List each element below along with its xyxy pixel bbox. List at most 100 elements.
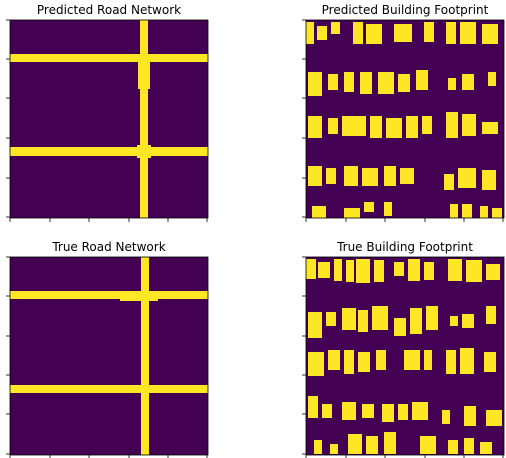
building — [394, 262, 404, 276]
road-segment — [141, 257, 149, 455]
building — [460, 22, 476, 44]
panel-title: Predicted Road Network — [37, 3, 181, 17]
building — [404, 350, 420, 370]
image-background — [10, 257, 208, 455]
ticks — [302, 256, 504, 458]
building — [384, 166, 396, 186]
building — [482, 24, 498, 44]
building — [386, 118, 402, 138]
building — [446, 112, 458, 138]
building — [330, 444, 338, 454]
building — [342, 402, 356, 420]
building — [318, 262, 330, 278]
building — [384, 202, 392, 216]
building — [348, 434, 362, 454]
building — [394, 24, 412, 42]
ticks — [6, 19, 208, 222]
road-segment — [140, 20, 148, 218]
panel-predicted-road: Predicted Road Network — [6, 3, 209, 222]
building — [464, 406, 476, 426]
building — [362, 404, 374, 418]
building — [366, 436, 378, 454]
building — [446, 22, 456, 44]
building — [394, 318, 406, 336]
panel-predicted-buildings: Predicted Building Footprint — [302, 3, 505, 222]
building — [450, 316, 458, 326]
building — [480, 206, 488, 218]
building — [308, 312, 322, 338]
building — [328, 350, 340, 370]
building — [364, 202, 374, 212]
building — [480, 442, 492, 454]
building — [424, 262, 434, 280]
building — [328, 74, 338, 90]
building — [448, 78, 456, 90]
ticks — [302, 19, 504, 222]
building — [353, 22, 363, 44]
building — [446, 350, 456, 374]
building — [408, 259, 420, 281]
road-segment — [10, 385, 208, 393]
building — [358, 352, 370, 372]
building — [328, 118, 338, 134]
building — [322, 404, 332, 418]
buildings-image — [306, 20, 504, 218]
road-segment — [10, 291, 208, 299]
building — [358, 310, 368, 332]
building — [308, 352, 324, 376]
building — [331, 22, 340, 34]
building — [344, 72, 354, 92]
building — [426, 306, 438, 330]
building — [486, 306, 496, 324]
panel-true-buildings: True Building Footprint — [302, 240, 505, 458]
building — [342, 116, 366, 136]
building — [308, 72, 322, 96]
building — [342, 308, 356, 330]
building — [460, 348, 474, 374]
building — [326, 312, 336, 326]
building — [462, 114, 476, 136]
axes-frame — [305, 256, 505, 456]
building — [486, 410, 502, 426]
building — [488, 72, 496, 86]
building — [362, 168, 378, 186]
building — [312, 206, 326, 218]
building — [384, 432, 396, 454]
building — [398, 404, 408, 420]
building — [462, 74, 474, 90]
building — [360, 72, 372, 94]
building — [344, 350, 354, 374]
building — [398, 74, 410, 92]
building — [462, 314, 474, 328]
building — [464, 438, 474, 454]
building — [422, 116, 432, 134]
road-segment — [120, 297, 158, 301]
building — [370, 116, 382, 138]
building — [482, 170, 496, 190]
panel-title: True Building Footprint — [336, 240, 473, 254]
road-image — [10, 257, 208, 455]
building — [424, 350, 432, 370]
building — [484, 352, 496, 372]
building — [442, 410, 450, 424]
building — [308, 396, 318, 418]
image-background — [10, 20, 208, 218]
building — [344, 166, 358, 186]
building — [344, 208, 360, 218]
building — [334, 259, 342, 281]
building — [400, 168, 414, 184]
building — [326, 168, 336, 184]
panel-title: True Road Network — [51, 240, 165, 254]
panel-true-road: True Road Network — [6, 240, 209, 458]
axes-frame — [9, 19, 209, 219]
building — [366, 24, 382, 44]
building — [406, 116, 418, 138]
building — [448, 440, 458, 454]
road-segment — [138, 54, 150, 89]
axes-frame — [9, 256, 209, 456]
building — [308, 116, 322, 138]
building — [374, 260, 384, 282]
building — [317, 26, 327, 40]
building — [378, 72, 394, 94]
